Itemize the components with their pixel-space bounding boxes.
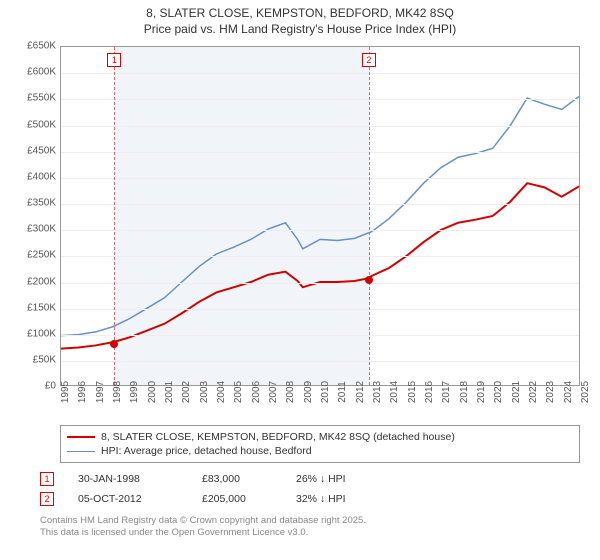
grid-line <box>61 361 579 362</box>
x-tick-label: 2022 <box>528 381 539 403</box>
y-tick-label: £450K <box>27 145 56 156</box>
x-tick-label: 1995 <box>60 381 71 403</box>
legend-swatch-property <box>67 436 95 438</box>
chart-title-block: 8, SLATER CLOSE, KEMPSTON, BEDFORD, MK42… <box>0 0 600 41</box>
y-tick-label: £0 <box>45 381 56 392</box>
sale-point-dot <box>365 276 373 284</box>
x-tick-label: 2020 <box>493 381 504 403</box>
footer-line-2: This data is licensed under the Open Gov… <box>40 527 580 539</box>
data-point-delta-1: 26% ↓ HPI <box>296 473 346 485</box>
x-tick-label: 2003 <box>199 381 210 403</box>
legend: 8, SLATER CLOSE, KEMPSTON, BEDFORD, MK42… <box>60 425 580 463</box>
y-tick-label: £300K <box>27 224 56 235</box>
data-point-price-2: £205,000 <box>202 493 272 505</box>
x-tick-label: 2004 <box>216 381 227 403</box>
title-line-2: Price paid vs. HM Land Registry's House … <box>0 22 600 38</box>
x-tick-label: 1996 <box>77 381 88 403</box>
y-tick-label: £400K <box>27 171 56 182</box>
y-tick-label: £500K <box>27 119 56 130</box>
x-tick-label: 2023 <box>545 381 556 403</box>
grid-line <box>61 335 579 336</box>
x-tick-label: 2017 <box>441 381 452 403</box>
marker-line <box>114 47 115 385</box>
x-tick-label: 2008 <box>285 381 296 403</box>
footer: Contains HM Land Registry data © Crown c… <box>40 515 580 539</box>
data-point-delta-2: 32% ↓ HPI <box>296 493 346 505</box>
grid-line <box>61 126 579 127</box>
y-tick-label: £350K <box>27 198 56 209</box>
grid-line <box>61 204 579 205</box>
data-points-table: 1 30-JAN-1998 £83,000 26% ↓ HPI 2 05-OCT… <box>40 469 580 509</box>
x-tick-label: 2024 <box>563 381 574 403</box>
marker-line <box>369 47 370 385</box>
x-tick-label: 2015 <box>407 381 418 403</box>
data-point-badge-2: 2 <box>40 492 54 506</box>
grid-line <box>61 73 579 74</box>
x-tick-label: 2002 <box>181 381 192 403</box>
plot-area: 12 <box>60 46 580 386</box>
legend-label-property: 8, SLATER CLOSE, KEMPSTON, BEDFORD, MK42… <box>101 431 455 443</box>
x-tick-label: 2005 <box>233 381 244 403</box>
x-tick-label: 2006 <box>251 381 262 403</box>
data-point-row-2: 2 05-OCT-2012 £205,000 32% ↓ HPI <box>40 489 580 509</box>
grid-line <box>61 178 579 179</box>
sale-point-dot <box>110 340 118 348</box>
x-tick-label: 2001 <box>164 381 175 403</box>
x-tick-label: 1997 <box>95 381 106 403</box>
title-line-1: 8, SLATER CLOSE, KEMPSTON, BEDFORD, MK42… <box>0 6 600 22</box>
data-point-date-2: 05-OCT-2012 <box>78 493 178 505</box>
x-tick-label: 2021 <box>511 381 522 403</box>
series-property <box>61 183 579 348</box>
y-tick-label: £550K <box>27 93 56 104</box>
y-tick-label: £50K <box>33 355 56 366</box>
y-tick-label: £650K <box>27 41 56 52</box>
data-point-date-1: 30-JAN-1998 <box>78 473 178 485</box>
x-tick-label: 2019 <box>476 381 487 403</box>
x-tick-label: 2007 <box>268 381 279 403</box>
x-tick-label: 2011 <box>337 381 348 403</box>
legend-swatch-hpi <box>67 451 95 452</box>
data-point-price-1: £83,000 <box>202 473 272 485</box>
data-point-badge-1: 1 <box>40 472 54 486</box>
x-tick-label: 1999 <box>129 381 140 403</box>
y-tick-label: £600K <box>27 67 56 78</box>
x-axis: 1995199619971998199920002001200220032004… <box>60 388 580 418</box>
legend-item-hpi: HPI: Average price, detached house, Bedf… <box>67 444 573 458</box>
marker-badge: 1 <box>107 53 121 67</box>
legend-item-property: 8, SLATER CLOSE, KEMPSTON, BEDFORD, MK42… <box>67 430 573 444</box>
y-tick-label: £100K <box>27 328 56 339</box>
grid-line <box>61 99 579 100</box>
y-axis: £0£50K£100K£150K£200K£250K£300K£350K£400… <box>15 46 58 386</box>
x-tick-label: 2013 <box>372 381 383 403</box>
grid-line <box>61 230 579 231</box>
x-tick-label: 2000 <box>147 381 158 403</box>
data-point-row-1: 1 30-JAN-1998 £83,000 26% ↓ HPI <box>40 469 580 489</box>
chart-container: £0 £50K £100K £150K £200K £250K £300K £350K £400… <box>15 41 585 421</box>
y-tick-label: £200K <box>27 276 56 287</box>
y-tick-label: £250K <box>27 250 56 261</box>
grid-line <box>61 309 579 310</box>
x-tick-label: 2010 <box>320 381 331 403</box>
legend-label-hpi: HPI: Average price, detached house, Bedf… <box>101 445 312 457</box>
x-tick-label: 2014 <box>389 381 400 403</box>
footer-line-1: Contains HM Land Registry data © Crown c… <box>40 515 580 527</box>
x-tick-label: 2016 <box>424 381 435 403</box>
marker-badge: 2 <box>362 53 376 67</box>
y-tick-label: £150K <box>27 302 56 313</box>
x-tick-label: 1998 <box>112 381 123 403</box>
x-tick-label: 2012 <box>355 381 366 403</box>
grid-line <box>61 283 579 284</box>
x-tick-label: 2018 <box>459 381 470 403</box>
x-tick-label: 2025 <box>580 381 591 403</box>
series-hpi <box>61 97 579 336</box>
grid-line <box>61 256 579 257</box>
x-tick-label: 2009 <box>303 381 314 403</box>
grid-line <box>61 152 579 153</box>
